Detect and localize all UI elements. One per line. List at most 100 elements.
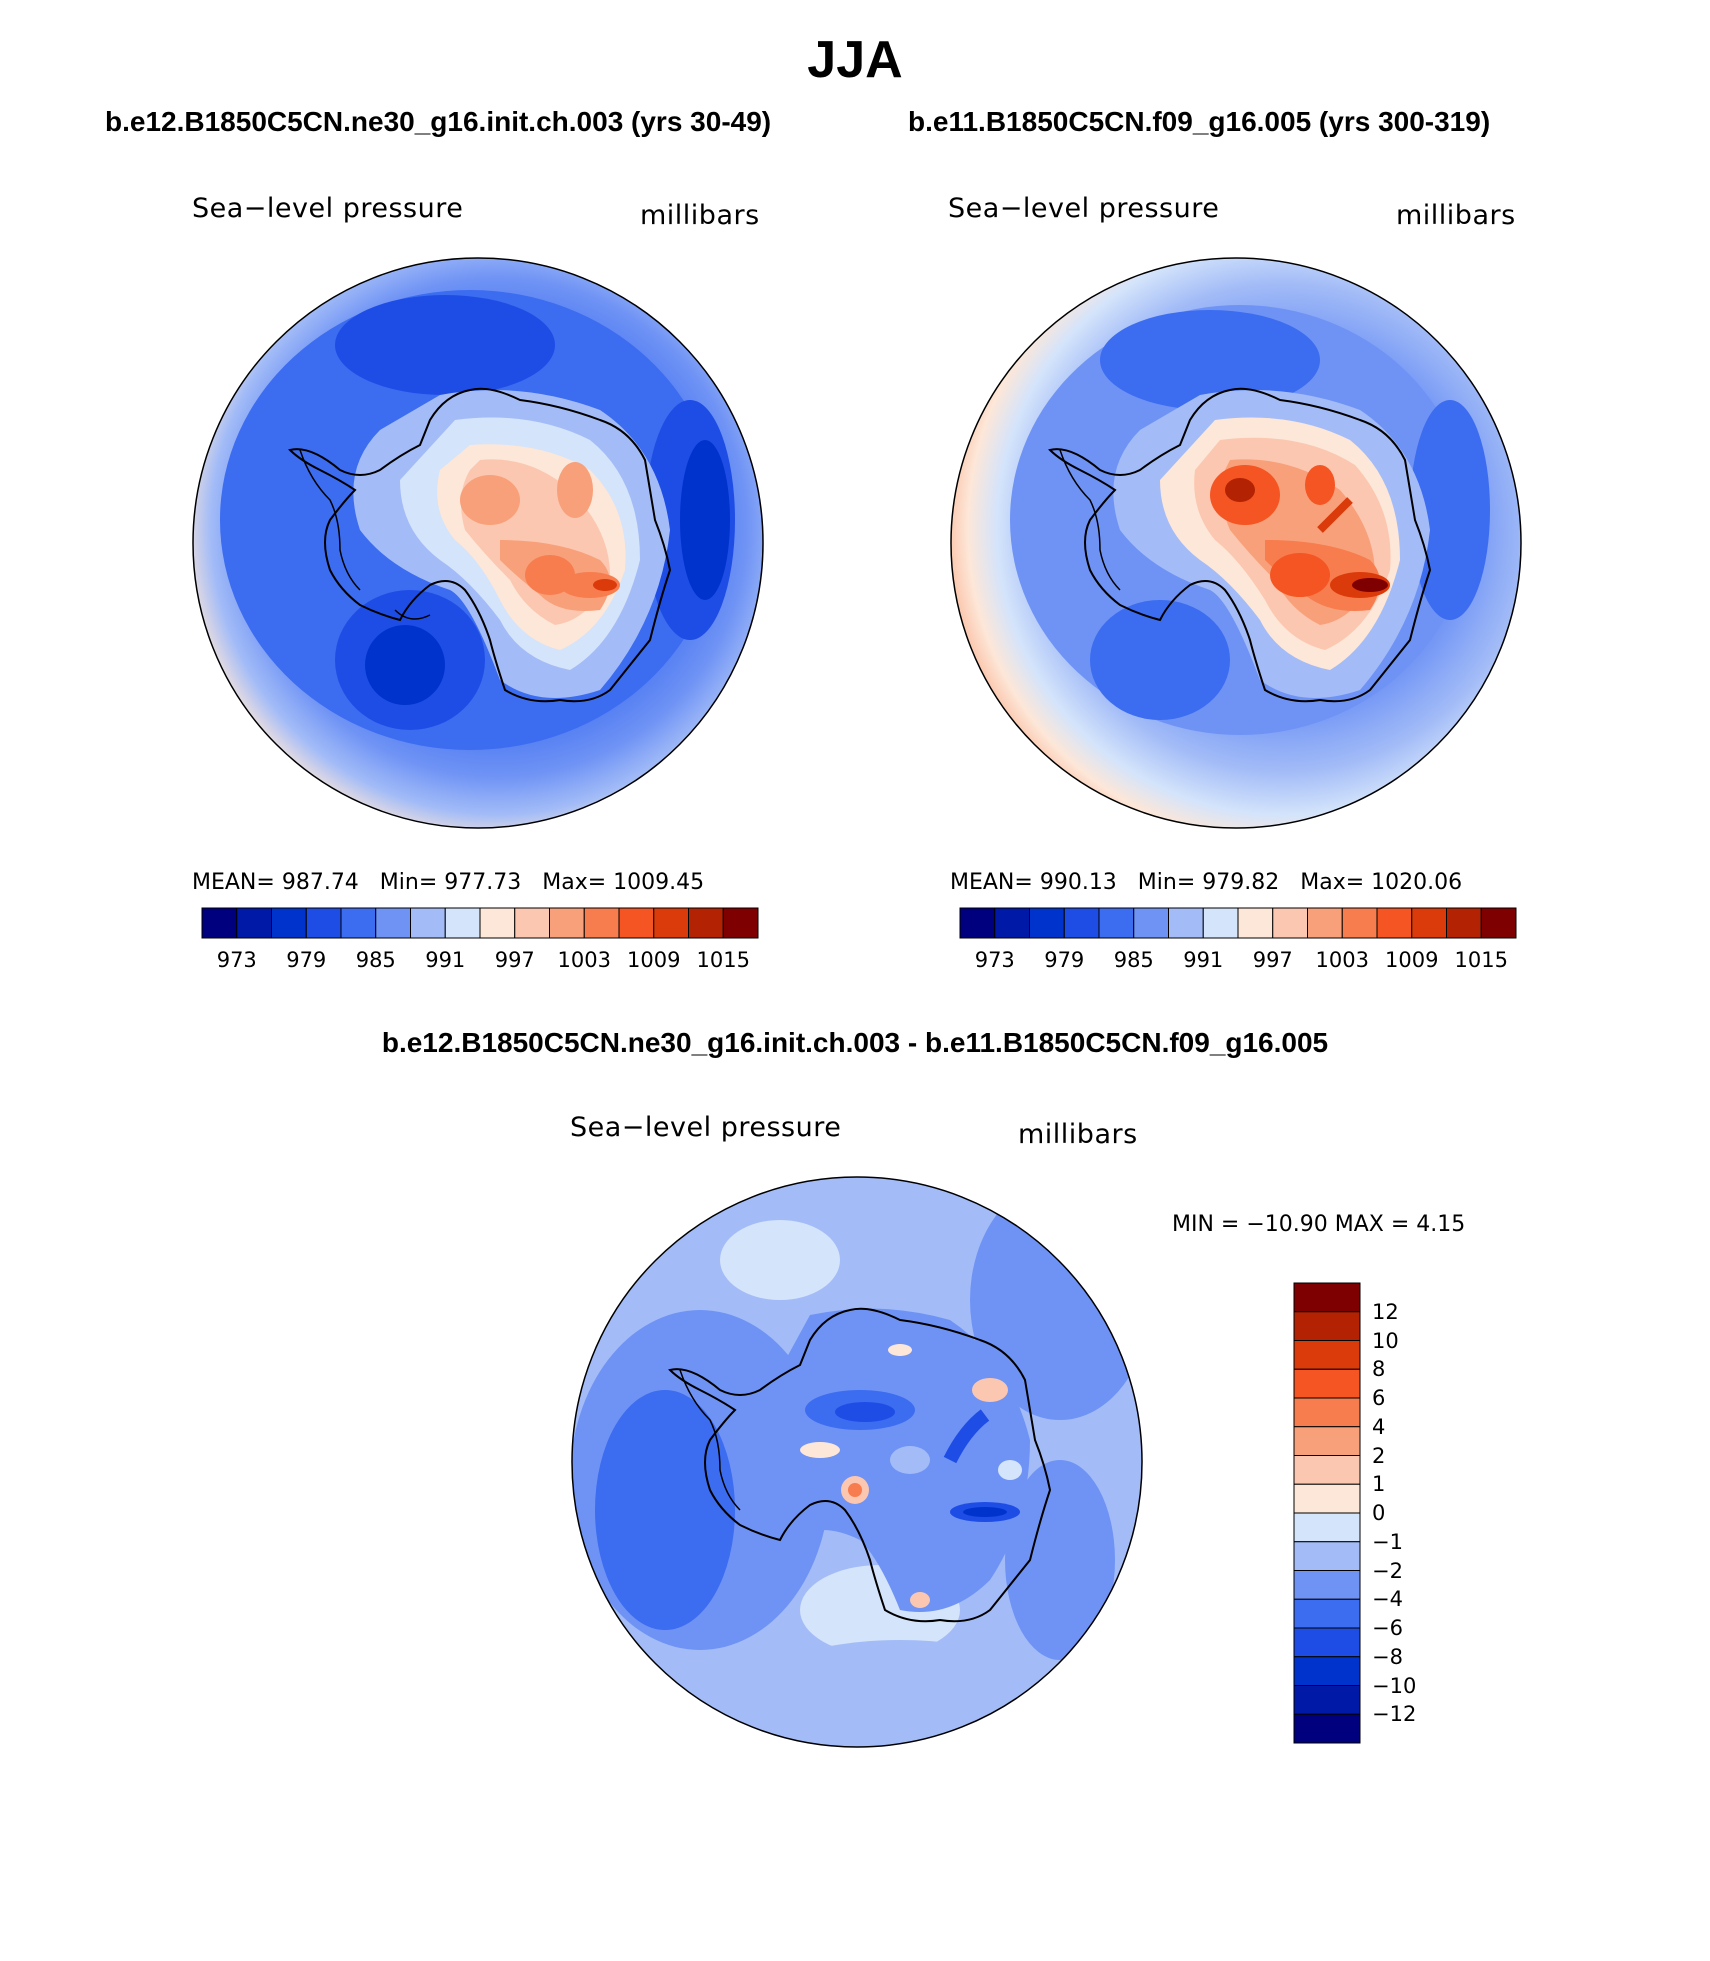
- case2-colorbar-box-13: [1411, 907, 1447, 939]
- main-title: JJA: [807, 31, 903, 89]
- case2-min-label: Min=: [1137, 870, 1196, 895]
- case2-colorbar-tick-label: 1009: [1385, 948, 1439, 972]
- case2-colorbar-tick-label: 985: [1113, 948, 1154, 972]
- diff-colorbar-box-5: [1293, 1426, 1361, 1456]
- case2-colorbar-box-14: [1446, 907, 1482, 939]
- case1-colorbar-box-5: [375, 907, 411, 939]
- case2-colorbar-box-15: [1480, 907, 1517, 939]
- case2-colorbar-labels: 973 979 985 991 997 1003 1009 1015: [960, 948, 1516, 976]
- case2-stats: MEAN= 990.13 Min= 979.82 Max= 1020.06: [950, 870, 1462, 895]
- diff-colorbar-box-9: [1293, 1541, 1361, 1571]
- diff-colorbar-tick-label: 0: [1372, 1501, 1386, 1525]
- diff-colorbar-tick-label: 4: [1372, 1414, 1386, 1439]
- diff-colorbar-box-1: [1293, 1311, 1361, 1341]
- diff-colorbar-box-7: [1293, 1483, 1361, 1514]
- case1-colorbar-tick-label: 979: [286, 948, 327, 972]
- case2-colorbar-box-6: [1168, 907, 1204, 939]
- case1-colorbar-box-12: [618, 907, 655, 939]
- case2-colorbar-box-7: [1202, 907, 1239, 939]
- diff-units-label: millibars: [1018, 1119, 1138, 1150]
- case1-stats: MEAN= 987.74 Min= 977.73 Max= 1009.45: [192, 870, 704, 895]
- diff-colorbar-box-6: [1293, 1455, 1361, 1485]
- diff-colorbar-tick-label: 10: [1372, 1328, 1399, 1353]
- case1-colorbar-box-6: [410, 907, 446, 939]
- case1-colorbar-tick-label: 985: [355, 948, 396, 972]
- diff-colorbar-box-12: [1293, 1627, 1361, 1658]
- diff-colorbar-tick-label: −8: [1372, 1644, 1403, 1669]
- diff-colorbar-box-4: [1293, 1397, 1361, 1428]
- diff-colorbar-box-0: [1293, 1282, 1361, 1313]
- case1-colorbar-box-7: [444, 907, 481, 939]
- diff-colorbar-box-15: [1293, 1713, 1361, 1744]
- diff-colorbar-tick-label: 2: [1372, 1443, 1386, 1468]
- case1-colorbar-box-0: [201, 907, 238, 939]
- case1-contour-field: [193, 258, 763, 828]
- diff-colorbar-box-14: [1293, 1685, 1361, 1715]
- case1-colorbar: [201, 907, 759, 939]
- case1-colorbar-box-1: [236, 907, 272, 939]
- case2-colorbar-tick-label: 979: [1044, 948, 1085, 972]
- case2-colorbar-box-5: [1133, 907, 1169, 939]
- case2-mean-value: 990.13: [1039, 870, 1117, 895]
- case2-colorbar-box-0: [959, 907, 996, 939]
- case2-colorbar-box-10: [1307, 907, 1343, 939]
- case1-colorbar-tick-label: 1003: [557, 948, 611, 972]
- case2-colorbar-box-8: [1237, 907, 1274, 939]
- case1-colorbar-box-4: [340, 907, 377, 939]
- case1-colorbar-box-11: [583, 907, 620, 939]
- case1-colorbar-box-9: [514, 907, 550, 939]
- case2-colorbar-box-1: [994, 907, 1030, 939]
- case1-colorbar-tick-label: 991: [425, 948, 466, 972]
- case2-colorbar-tick-label: 973: [974, 948, 1015, 972]
- case1-colorbar-box-15: [722, 907, 759, 939]
- case2-colorbar-tick-label: 1003: [1315, 948, 1369, 972]
- case2-colorbar-tick-label: 991: [1183, 948, 1224, 972]
- case2-units-label: millibars: [1396, 200, 1516, 231]
- case2-colorbar-box-4: [1098, 907, 1135, 939]
- case1-colorbar-tick-label: 973: [216, 948, 257, 972]
- diff-minmax: MIN = −10.90 MAX = 4.15: [1172, 1212, 1466, 1237]
- case1-colorbar-box-2: [271, 907, 307, 939]
- case1-mean-label: MEAN=: [192, 870, 275, 895]
- diff-colorbar-tick-label: −10: [1372, 1673, 1417, 1698]
- case1-min-label: Min=: [379, 870, 438, 895]
- case2-colorbar-box-12: [1376, 907, 1413, 939]
- case2-colorbar-tick-label: 1015: [1454, 948, 1508, 972]
- diff-colorbar-box-3: [1293, 1368, 1361, 1399]
- diff-colorbar-box-13: [1293, 1656, 1361, 1686]
- case2-colorbar-tick-label: 997: [1252, 948, 1293, 972]
- case1-max-value: 1009.45: [613, 870, 705, 895]
- diff-colorbar: [1293, 1282, 1361, 1744]
- case2-colorbar-box-2: [1029, 907, 1065, 939]
- case1-colorbar-tick-label: 1015: [696, 948, 750, 972]
- case1-max-label: Max=: [542, 870, 607, 895]
- case2-mean-label: MEAN=: [950, 870, 1033, 895]
- case1-variable-label: Sea−level pressure: [192, 193, 464, 224]
- case1-colorbar-box-14: [688, 907, 724, 939]
- case2-colorbar: [959, 907, 1517, 939]
- case1-colorbar-labels: 973 979 985 991 997 1003 1009 1015: [202, 948, 758, 976]
- diff-colorbar-box-11: [1293, 1598, 1361, 1629]
- diff-colorbar-tick-label: −6: [1372, 1616, 1403, 1640]
- case2-max-value: 1020.06: [1371, 870, 1463, 895]
- case1-colorbar-box-3: [305, 907, 342, 939]
- case2-colorbar-box-3: [1063, 907, 1100, 939]
- case1-colorbar-tick-label: 1009: [627, 948, 681, 972]
- case1-colorbar-tick-label: 997: [494, 948, 535, 972]
- diff-colorbar-tick-label: 12: [1372, 1299, 1399, 1324]
- case1-min-value: 977.73: [444, 870, 522, 895]
- case2-colorbar-box-9: [1272, 907, 1308, 939]
- diff-colorbar-tick-label: −12: [1372, 1702, 1417, 1727]
- diff-variable-label: Sea−level pressure: [570, 1112, 842, 1143]
- case2-variable-label: Sea−level pressure: [948, 193, 1220, 224]
- diff-colorbar-tick-label: −2: [1372, 1558, 1403, 1583]
- diff-title: b.e12.B1850C5CN.ne30_g16.init.ch.003 - b…: [381, 1027, 1329, 1058]
- case1-mean-value: 987.74: [281, 870, 359, 895]
- diff-colorbar-box-2: [1293, 1340, 1361, 1370]
- case1-colorbar-box-10: [549, 907, 585, 939]
- diff-colorbar-tick-label: 1: [1372, 1472, 1386, 1497]
- case1-units-label: millibars: [640, 200, 760, 231]
- case1-colorbar-box-13: [653, 907, 689, 939]
- case2-colorbar-box-11: [1341, 907, 1378, 939]
